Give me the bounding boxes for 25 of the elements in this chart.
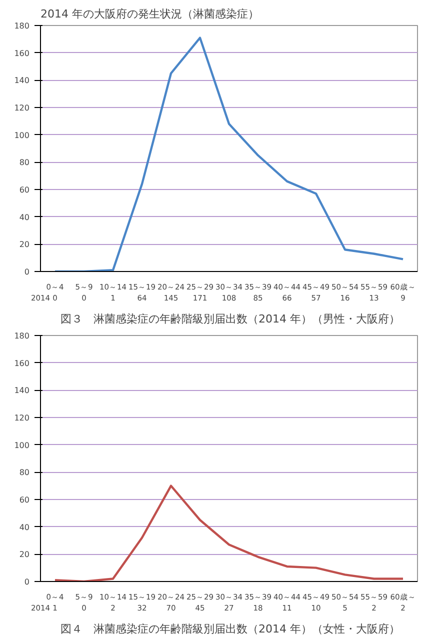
caption: 図４ 淋菌感染症の年齢階級別届出数（2014 年）（女性・大阪府） (60, 622, 400, 636)
y-tick-label: 80 (19, 468, 30, 478)
y-tick-label: 80 (19, 158, 30, 168)
y-tick-label: 20 (19, 240, 30, 250)
y-tick-label: 40 (19, 522, 30, 532)
y-tick-label: 160 (14, 358, 30, 368)
y-tick-label: 180 (14, 332, 30, 340)
y-tick-label: 120 (14, 414, 30, 422)
y-tick-label: 40 (19, 212, 30, 222)
y-tick-label: 0 (24, 268, 30, 276)
y-tick-label: 140 (14, 386, 30, 396)
y-tick-label: 60 (19, 186, 30, 194)
y-tick-label: 180 (14, 22, 30, 30)
line-series (54, 36, 404, 272)
line-series (54, 484, 404, 582)
y-tick-label: 0 (24, 578, 30, 586)
caption: 図３ 淋菌感染症の年齢階級別届出数（2014 年）（男性・大阪府） (60, 312, 400, 326)
y-tick-label: 100 (14, 440, 30, 450)
chart-title: 2014 年の大阪府の発生状況（淋菌感染症） (40, 8, 259, 20)
y-tick-label: 140 (14, 76, 30, 86)
y-tick-label: 60 (19, 496, 30, 504)
y-tick-label: 120 (14, 104, 30, 112)
y-tick-label: 160 (14, 48, 30, 58)
y-tick-label: 20 (19, 550, 30, 560)
y-tick-label: 100 (14, 130, 30, 140)
